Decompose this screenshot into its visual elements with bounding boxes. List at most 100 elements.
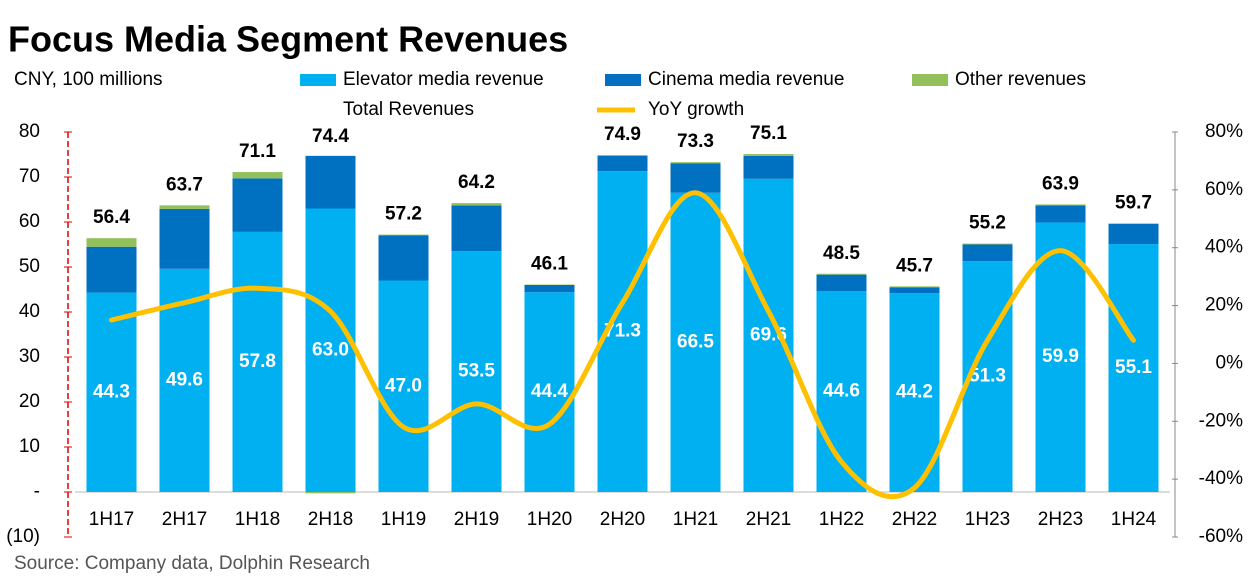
bar-segment bbox=[670, 163, 721, 193]
x-tick-label: 2H22 bbox=[892, 509, 937, 530]
y2-tick-label: 40% bbox=[1205, 237, 1243, 258]
y-tick-label: 10 bbox=[19, 436, 40, 457]
bar-segment bbox=[305, 492, 356, 494]
total-label: 57.2 bbox=[385, 204, 422, 225]
x-tick-label: 1H21 bbox=[673, 509, 718, 530]
source: Source: Company data, Dolphin Research bbox=[14, 553, 370, 574]
x-tick-label: 2H20 bbox=[600, 509, 645, 530]
bar-segment bbox=[670, 192, 721, 492]
x-tick-label: 1H23 bbox=[965, 509, 1010, 530]
bar-segment bbox=[451, 205, 502, 252]
total-label: 75.1 bbox=[750, 123, 787, 144]
value-label: 44.3 bbox=[93, 381, 130, 402]
x-tick-label: 2H21 bbox=[746, 509, 791, 530]
bar-segment bbox=[232, 231, 283, 492]
y-tick-label: 50 bbox=[19, 256, 40, 277]
y2-tick-label: -20% bbox=[1199, 410, 1243, 431]
total-label: 55.2 bbox=[969, 213, 1006, 234]
total-label: 63.7 bbox=[166, 174, 203, 195]
bar-segment bbox=[524, 292, 575, 492]
value-label: 44.6 bbox=[823, 381, 860, 402]
bar-segment bbox=[159, 208, 210, 269]
bar-segment bbox=[743, 154, 794, 156]
bar-segment bbox=[232, 172, 283, 179]
bar-segment bbox=[232, 178, 283, 232]
bar-segment bbox=[816, 273, 867, 275]
total-label: 71.1 bbox=[239, 141, 276, 162]
bar-segment bbox=[86, 238, 137, 247]
y2-tick-label: -60% bbox=[1199, 526, 1243, 547]
x-tick-label: 1H24 bbox=[1111, 509, 1157, 530]
value-label: 47.0 bbox=[385, 375, 422, 396]
legend-label: Cinema media revenue bbox=[648, 69, 844, 90]
total-label: 63.9 bbox=[1042, 173, 1079, 194]
bar-segment bbox=[378, 235, 429, 281]
y2-tick-label: 80% bbox=[1205, 121, 1243, 142]
x-tick-label: 2H19 bbox=[454, 509, 499, 530]
legend-swatch bbox=[605, 74, 641, 86]
y-tick-label: 40 bbox=[19, 301, 40, 322]
bar-segment bbox=[597, 155, 648, 172]
bar-segment bbox=[743, 178, 794, 493]
value-label: 44.2 bbox=[896, 382, 933, 403]
x-tick-label: 1H22 bbox=[819, 509, 864, 530]
bar-segment bbox=[451, 251, 502, 492]
y-tick-label: 60 bbox=[19, 211, 40, 232]
legend-label: Total Revenues bbox=[343, 99, 474, 120]
bar-segment bbox=[889, 287, 940, 294]
legend-swatch bbox=[912, 74, 948, 86]
bar-segment bbox=[451, 203, 502, 206]
y2-tick-label: 20% bbox=[1205, 295, 1243, 316]
value-label: 51.3 bbox=[969, 366, 1006, 387]
x-tick-label: 1H20 bbox=[527, 509, 572, 530]
value-label: 66.5 bbox=[677, 331, 714, 352]
unit-label: CNY, 100 millions bbox=[14, 69, 163, 90]
value-label: 53.5 bbox=[458, 361, 495, 382]
total-label: 48.5 bbox=[823, 243, 860, 264]
bar-segment bbox=[305, 208, 356, 492]
bar-segment bbox=[86, 246, 137, 293]
total-label: 45.7 bbox=[896, 255, 933, 276]
x-tick-label: 1H19 bbox=[381, 509, 426, 530]
y-tick-label: (10) bbox=[6, 526, 40, 547]
total-label: 46.1 bbox=[531, 254, 568, 275]
x-tick-label: 2H18 bbox=[308, 509, 353, 530]
growth-line bbox=[109, 190, 1136, 500]
bar-segment bbox=[524, 285, 575, 293]
total-label: 56.4 bbox=[93, 207, 130, 228]
bar-segment bbox=[378, 234, 429, 236]
total-label: 59.7 bbox=[1115, 192, 1152, 213]
total-label: 74.4 bbox=[312, 126, 349, 147]
y-tick-label: 20 bbox=[19, 391, 40, 412]
y-tick-label: - bbox=[34, 481, 40, 502]
chart-title: Focus Media Segment Revenues bbox=[8, 19, 568, 60]
bar-segment bbox=[962, 243, 1013, 245]
value-label: 49.6 bbox=[166, 369, 203, 390]
legend-label: YoY growth bbox=[648, 99, 744, 120]
bar-segment bbox=[816, 274, 867, 292]
value-label: 55.1 bbox=[1115, 357, 1152, 378]
bar-segment bbox=[1108, 244, 1159, 492]
bar-segment bbox=[1108, 223, 1159, 245]
value-label: 57.8 bbox=[239, 351, 276, 372]
x-tick-label: 2H23 bbox=[1038, 509, 1083, 530]
bar-segment bbox=[889, 286, 940, 288]
bar-segment bbox=[1035, 204, 1086, 206]
value-label: 71.3 bbox=[604, 321, 641, 342]
x-tick-label: 1H18 bbox=[235, 509, 280, 530]
x-tick-label: 1H17 bbox=[89, 509, 134, 530]
value-label: 44.4 bbox=[531, 381, 568, 402]
bar-segment bbox=[305, 155, 356, 209]
legend-label: Other revenues bbox=[955, 69, 1086, 90]
value-label: 59.9 bbox=[1042, 346, 1079, 367]
total-label: 64.2 bbox=[458, 172, 495, 193]
bar-segment bbox=[1035, 222, 1086, 492]
bar-segment bbox=[1035, 205, 1086, 223]
value-label: 63.0 bbox=[312, 339, 349, 360]
bar-segment bbox=[889, 293, 940, 492]
y2-tick-label: 60% bbox=[1205, 179, 1243, 200]
y2-tick-label: -40% bbox=[1199, 468, 1243, 489]
bar-segment bbox=[159, 205, 210, 209]
legend-label: Elevator media revenue bbox=[343, 69, 544, 90]
